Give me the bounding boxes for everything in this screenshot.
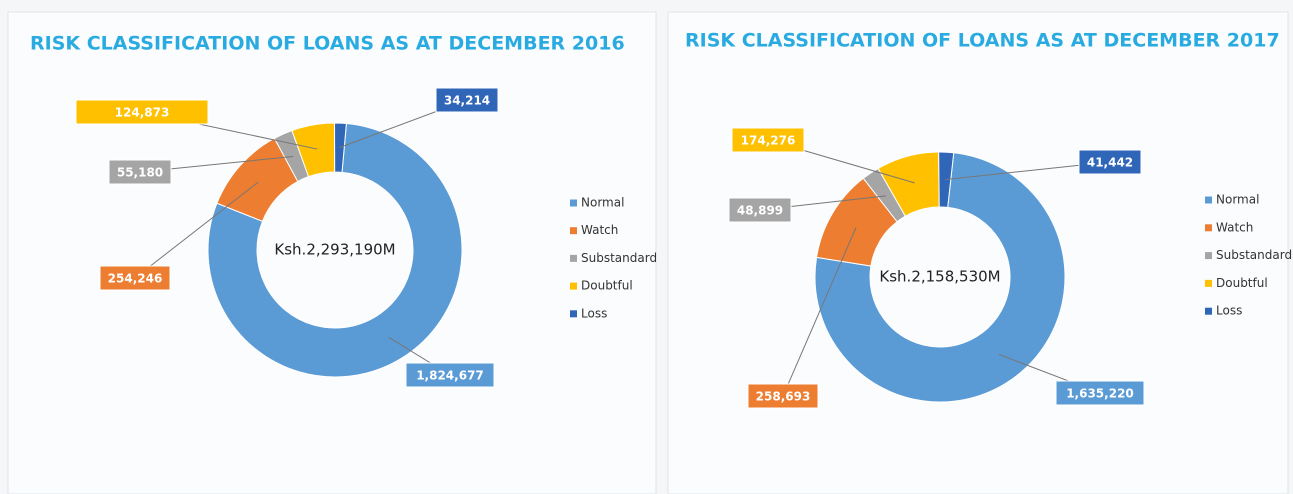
center-label: Ksh.2,158,530M [879, 268, 1000, 286]
panel [667, 11, 1289, 494]
legend-label: Loss [581, 306, 607, 320]
legend-label: Substandard [581, 251, 657, 265]
leader-line [782, 227, 857, 397]
legend-label: Substandard [1216, 248, 1292, 262]
data-label: 1,824,677 [416, 369, 484, 383]
legend-swatch [1205, 252, 1212, 260]
label-box [1055, 380, 1145, 406]
data-label: 41,442 [1087, 156, 1133, 170]
label-box [435, 87, 499, 113]
legend-swatch [570, 310, 577, 318]
label-box [99, 265, 171, 291]
label-box [1078, 149, 1142, 175]
center-label: Ksh.2,293,190M [274, 241, 395, 259]
chart-title: RISK CLASSIFICATION OF LOANS AS AT DECEM… [30, 33, 625, 55]
data-label: 34,214 [444, 94, 490, 108]
legend-label: Watch [1216, 220, 1253, 234]
data-label: 1,635,220 [1066, 387, 1134, 401]
legend-swatch [1205, 196, 1212, 204]
legend-swatch [1205, 279, 1212, 287]
label-box [731, 127, 805, 153]
legend-label: Loss [1216, 304, 1242, 318]
legend-label: Watch [581, 223, 618, 237]
data-label: 174,276 [741, 134, 796, 148]
leader-line [134, 181, 259, 279]
legend-swatch [570, 199, 577, 207]
label-box [747, 383, 819, 409]
legend-swatch [570, 254, 577, 262]
panel [7, 11, 657, 494]
data-label: 48,899 [737, 204, 783, 218]
label-box [75, 99, 209, 125]
data-label: 55,180 [117, 166, 163, 180]
legend-label: Normal [1216, 193, 1259, 207]
legend-swatch [1205, 307, 1212, 315]
label-box [405, 362, 495, 388]
chart-title: RISK CLASSIFICATION OF LOANS AS AT DECEM… [685, 30, 1280, 52]
data-label: 124,873 [115, 106, 170, 120]
donut-slice [207, 122, 463, 378]
data-label: 254,246 [108, 272, 163, 286]
legend-label: Doubtful [1216, 276, 1268, 290]
label-box [108, 159, 172, 185]
legend-label: Normal [581, 196, 624, 210]
legend-label: Doubtful [581, 279, 633, 293]
data-label: 258,693 [756, 390, 811, 404]
legend-swatch [570, 282, 577, 290]
legend-swatch [570, 227, 577, 235]
label-box [728, 197, 792, 223]
donut-slice [814, 152, 1066, 403]
legend-swatch [1205, 224, 1212, 232]
